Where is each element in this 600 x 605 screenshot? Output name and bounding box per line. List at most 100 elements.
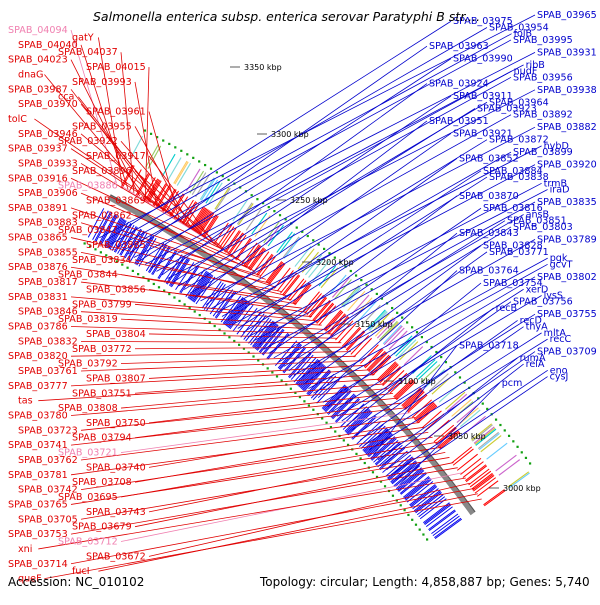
- forward-strand-feature: [252, 251, 270, 273]
- dotted-guide-marker: [168, 292, 171, 296]
- forward-strand-feature: [287, 278, 305, 300]
- forward-strand-feature: [144, 178, 159, 202]
- leader-line-left: [134, 402, 402, 439]
- gene-label-left: SPAB_03820: [8, 351, 68, 362]
- leader-line-right: [161, 83, 428, 276]
- forward-strand-feature: [190, 207, 206, 230]
- annotation-feature: [318, 265, 337, 287]
- annotation-feature: [495, 454, 517, 472]
- reverse-strand-feature: [345, 408, 370, 433]
- annotation-feature: [474, 427, 496, 445]
- dotted-guide-marker: [247, 351, 250, 354]
- leader-line-right: [194, 120, 428, 298]
- dotted-guide-marker: [312, 408, 315, 411]
- forward-strand-feature: [181, 201, 197, 224]
- dotted-guide-marker: [178, 299, 181, 303]
- gene-label-left: SPAB_03896: [72, 166, 132, 177]
- leader-line-right: [308, 257, 548, 389]
- dotted-guide-marker: [233, 339, 236, 343]
- forward-strand-feature: [460, 458, 482, 475]
- forward-strand-feature: [306, 294, 325, 316]
- forward-strand-feature: [294, 284, 312, 306]
- annotation-feature: [428, 373, 449, 392]
- dotted-guide-marker: [425, 340, 428, 344]
- forward-strand-feature: [280, 272, 297, 294]
- annotation-feature: [282, 236, 300, 258]
- annotation-feature: [459, 409, 481, 428]
- annotation-feature: [305, 254, 323, 276]
- leader-line-left: [148, 364, 366, 379]
- leader-line-left: [44, 74, 152, 203]
- reverse-strand-feature: [135, 235, 154, 265]
- leader-line-left: [148, 155, 213, 242]
- forward-strand-feature: [378, 363, 398, 383]
- forward-strand-feature: [179, 199, 194, 223]
- dotted-guide-marker: [528, 462, 532, 465]
- dotted-guide-marker: [163, 289, 166, 292]
- dotted-guide-marker: [344, 265, 347, 268]
- right-label-leaders: [99, 14, 548, 486]
- gene-label-left: queF: [18, 574, 42, 585]
- gene-label-right: mltA: [544, 328, 567, 339]
- reverse-strand-feature: [266, 332, 289, 359]
- reverse-strand-feature: [95, 212, 113, 242]
- forward-strand-feature: [324, 310, 343, 331]
- gene-label-right: eno: [550, 365, 568, 376]
- reverse-strand-feature: [157, 250, 177, 279]
- leader-line-left: [70, 207, 251, 268]
- leader-line-right: [359, 326, 524, 441]
- tick-label: 3100 kbp: [398, 377, 436, 386]
- dotted-guide-marker: [289, 387, 292, 390]
- dotted-guide-marker: [328, 252, 331, 255]
- gene-label-left: SPAB_03876: [8, 262, 68, 273]
- annotation-feature: [283, 237, 301, 259]
- gene-label-left: SPAB_03705: [18, 514, 78, 525]
- reverse-strand-feature: [212, 289, 234, 317]
- leader-line-left: [148, 200, 245, 264]
- leader-line-left: [120, 355, 356, 364]
- forward-strand-feature: [395, 381, 416, 401]
- dotted-guide-marker: [198, 314, 201, 317]
- leader-line-left: [120, 412, 411, 453]
- gene-label-left: SPAB_03855: [18, 247, 78, 258]
- forward-strand-feature: [249, 248, 267, 271]
- dotted-guide-marker: [420, 336, 424, 339]
- leader-line-left: [38, 477, 466, 550]
- tick-label: 3050 kbp: [448, 432, 486, 441]
- annotation-feature: [367, 309, 386, 330]
- reverse-strand-feature: [278, 343, 302, 370]
- gene-label-left: SPAB_03856: [86, 284, 146, 295]
- forward-strand-feature: [433, 424, 455, 443]
- gene-label-right: relA: [526, 359, 545, 370]
- reverse-strand-feature: [106, 218, 124, 248]
- reverse-strand-feature: [316, 379, 340, 404]
- forward-strand-feature: [367, 351, 387, 372]
- annotation-feature: [189, 170, 205, 194]
- gene-label-right: rumA: [520, 353, 546, 364]
- gene-label-left: tas: [18, 396, 33, 407]
- reverse-strand-feature: [369, 436, 396, 459]
- gene-label-left: SPAB_03847: [58, 225, 118, 236]
- dotted-guide-marker: [472, 391, 475, 395]
- forward-strand-feature: [424, 413, 445, 432]
- leader-line-right: [248, 182, 542, 338]
- leader-line-left: [80, 103, 174, 217]
- forward-strand-feature: [403, 389, 423, 408]
- forward-strand-feature: [218, 226, 235, 249]
- gene-label-right: SPAB_03956: [513, 72, 573, 83]
- gene-label-left: SPAB_03799: [72, 299, 132, 310]
- dotted-guide-marker: [294, 391, 297, 394]
- reverse-strand-feature: [293, 357, 317, 383]
- gene-label-left: SPAB_03761: [18, 366, 78, 377]
- leader-line-right: [399, 382, 500, 486]
- forward-strand-feature: [325, 311, 344, 332]
- reverse-strand-feature: [119, 226, 137, 256]
- annotation-feature: [145, 144, 159, 168]
- gene-label-right: xerD: [526, 284, 549, 295]
- gene-label-right: SPAB_03755: [537, 309, 597, 320]
- dotted-guide-marker: [323, 247, 326, 251]
- forward-strand-feature: [372, 356, 392, 376]
- gene-label-left: SPAB_04037: [58, 47, 118, 58]
- dotted-guide-marker: [503, 429, 506, 432]
- forward-strand-feature: [474, 477, 497, 494]
